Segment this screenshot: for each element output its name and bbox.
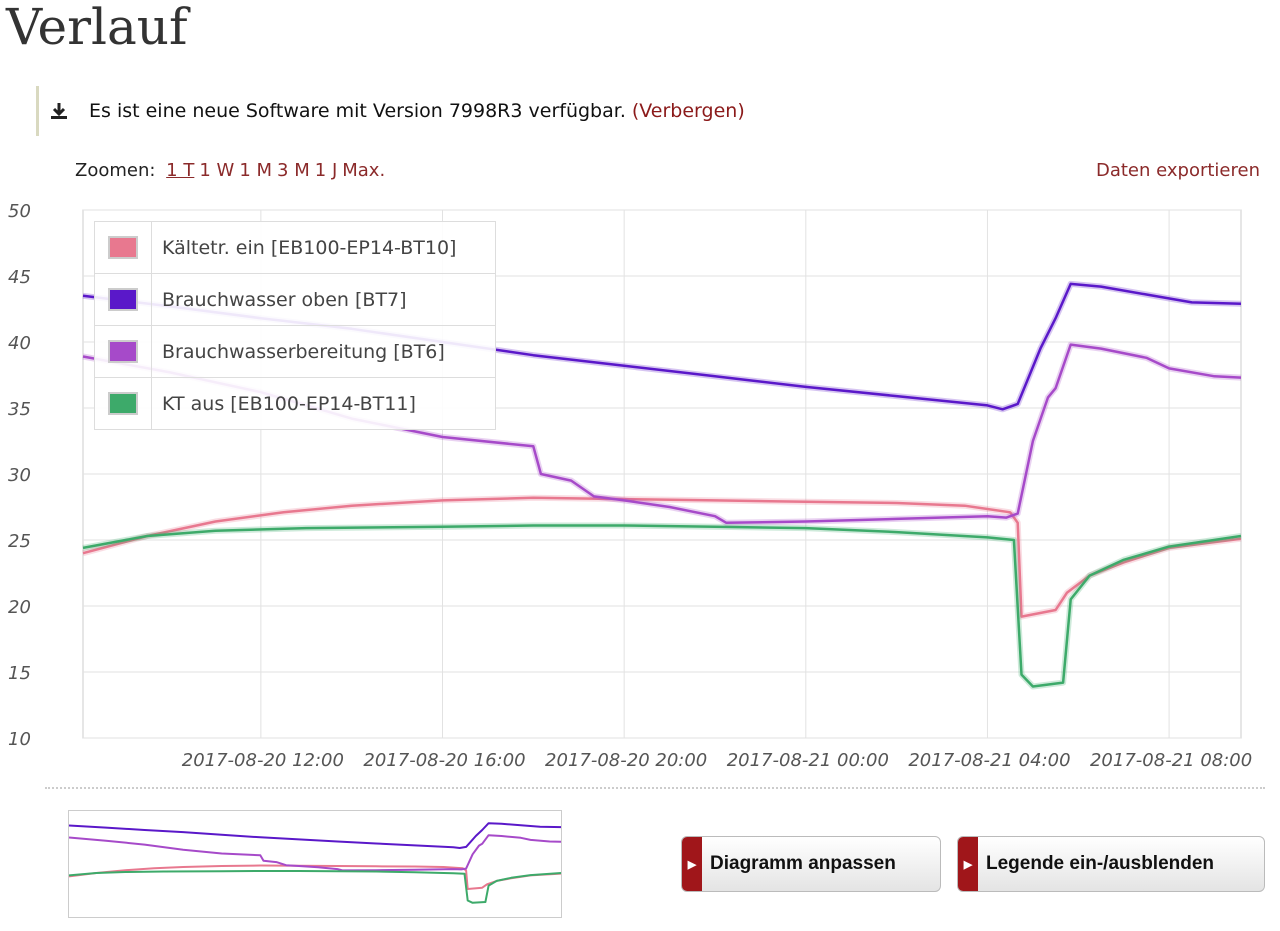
customize-chart-label: Diagramm anpassen — [710, 853, 896, 874]
zoom-option-1-t[interactable]: 1 T — [166, 160, 195, 181]
chart-legend: Kältetr. ein [EB100-EP14-BT10] Brauchwass… — [94, 221, 496, 430]
zoom-option-1-j[interactable]: 1 J — [314, 160, 338, 181]
overview-series-line — [68, 864, 562, 890]
legend-swatch — [108, 392, 138, 415]
series-line — [82, 496, 1242, 618]
y-tick-label: 50 — [8, 201, 31, 222]
legend-swatch — [108, 236, 138, 259]
legend-swatch — [108, 288, 138, 311]
overview-series-line — [68, 870, 562, 904]
hide-notice-link[interactable]: (Verbergen) — [631, 100, 745, 122]
y-tick-label: 30 — [8, 465, 31, 486]
y-tick-label: 35 — [8, 399, 31, 420]
legend-label: KT aus [EB100-EP14-BT11] — [162, 392, 416, 415]
legend-label: Brauchwasser oben [BT7] — [162, 288, 407, 311]
y-tick-label: 20 — [8, 597, 31, 618]
toggle-legend-label: Legende ein-/ausblenden — [986, 853, 1215, 874]
toggle-legend-button[interactable]: ▶ Legende ein-/ausblenden — [957, 836, 1265, 892]
x-tick-label: 2017-08-20 12:00 — [182, 750, 344, 771]
y-tick-label: 40 — [8, 333, 31, 354]
overview-series-line — [68, 834, 562, 872]
arrow-right-icon: ▶ — [682, 837, 702, 891]
legend-swatch-cell — [95, 274, 152, 325]
zoom-option-3-m[interactable]: 3 M — [277, 160, 310, 181]
arrow-right-icon: ▶ — [958, 837, 978, 891]
legend-item[interactable]: Kältetr. ein [EB100-EP14-BT10] — [95, 222, 495, 274]
series-line — [82, 524, 1242, 688]
customize-chart-button[interactable]: ▶ Diagramm anpassen — [681, 836, 941, 892]
zoom-option-1-m[interactable]: 1 M — [239, 160, 273, 181]
notice-text: Es ist eine neue Software mit Version 79… — [89, 100, 626, 122]
legend-label: Brauchwasserbereitung [BT6] — [162, 340, 445, 363]
main-chart: 10 15 20 25 30 35 40 45 50 2017-08-20 12:00 2017-0… — [8, 201, 1252, 771]
page-title: Verlauf — [6, 0, 188, 56]
divider — [45, 787, 1265, 789]
overview-series-line — [68, 822, 562, 849]
x-tick-label: 2017-08-20 16:00 — [363, 750, 525, 771]
series-line — [82, 343, 1242, 525]
y-tick-label: 45 — [8, 267, 31, 288]
x-tick-label: 2017-08-21 08:00 — [1090, 750, 1252, 771]
export-data-link[interactable]: Daten exportieren — [1095, 160, 1260, 181]
zoom-label: Zoomen: — [75, 160, 156, 181]
download-icon — [51, 103, 67, 119]
legend-item[interactable]: Brauchwasserbereitung [BT6] — [95, 326, 495, 378]
zoom-option-1-w[interactable]: 1 W — [199, 160, 235, 181]
overview-chart[interactable] — [68, 811, 562, 917]
x-tick-label: 2017-08-21 04:00 — [908, 750, 1070, 771]
y-tick-label: 25 — [8, 531, 31, 552]
legend-item[interactable]: KT aus [EB100-EP14-BT11] — [95, 378, 495, 429]
legend-swatch-cell — [95, 222, 152, 273]
y-tick-label: 10 — [8, 729, 31, 750]
legend-swatch-cell — [95, 378, 152, 429]
x-tick-label: 2017-08-20 20:00 — [545, 750, 707, 771]
overview-navigator[interactable] — [68, 810, 562, 918]
legend-label: Kältetr. ein [EB100-EP14-BT10] — [162, 236, 457, 259]
zoom-option-max[interactable]: Max. — [342, 160, 386, 181]
legend-swatch — [108, 340, 138, 363]
legend-swatch-cell — [95, 326, 152, 377]
legend-item[interactable]: Brauchwasser oben [BT7] — [95, 274, 495, 326]
y-tick-label: 15 — [8, 663, 31, 684]
update-notice: Es ist eine neue Software mit Version 79… — [36, 86, 745, 136]
x-tick-label: 2017-08-21 00:00 — [727, 750, 889, 771]
